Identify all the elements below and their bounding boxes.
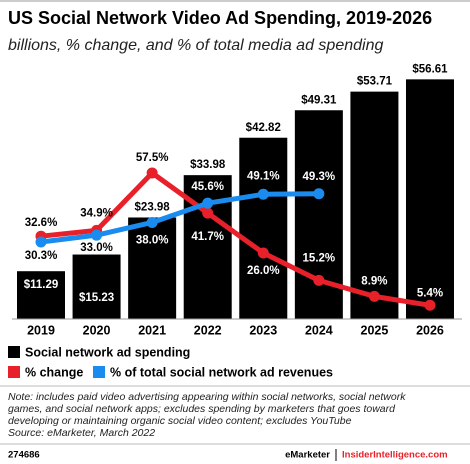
bar-value-label: $11.29 (24, 279, 59, 291)
line-value-label: 32.6% (25, 217, 58, 229)
bar-value-label: $49.31 (301, 94, 337, 106)
line-value-label: 5.4% (417, 287, 443, 299)
line-point (257, 188, 269, 200)
bar (239, 137, 288, 319)
note-line: developing or maintaining organic social… (8, 415, 352, 427)
line-point (313, 188, 325, 200)
x-tick-label: 2021 (138, 323, 166, 337)
bar-value-label: $53.71 (357, 76, 393, 88)
line-point (313, 274, 325, 286)
line-value-label: 49.3% (303, 171, 336, 183)
x-tick-label: 2024 (305, 323, 333, 337)
footer-site: InsiderIntelligence.com (342, 450, 448, 461)
legend-label: Social network ad spending (25, 345, 190, 359)
bar-value-label: $33.98 (190, 159, 226, 171)
line-value-label: 33.0% (80, 242, 113, 254)
x-tick-label: 2019 (27, 323, 55, 337)
legend-swatch (8, 366, 20, 378)
bar (17, 271, 65, 319)
chart-subtitle: billions, % change, and % of total media… (8, 37, 383, 54)
legend-label: % change (25, 365, 83, 379)
line (40, 191, 319, 245)
line-point (257, 247, 269, 259)
line-value-label: 34.9% (80, 207, 113, 219)
legend-label: % of total social network ad revenues (110, 365, 333, 379)
line-value-label: 15.2% (303, 252, 336, 264)
note-line: Note: includes paid video advertising ap… (8, 391, 406, 403)
bar (72, 254, 121, 319)
x-tick-label: 2026 (416, 323, 444, 337)
footer-brand: eMarketer (285, 450, 330, 461)
chart-title: US Social Network Video Ad Spending, 201… (8, 8, 432, 28)
line-value-label: 30.3% (25, 250, 58, 262)
legend-swatch (93, 366, 105, 378)
x-tick-label: 2025 (361, 323, 389, 337)
line-value-label: 41.7% (191, 231, 224, 243)
line (40, 170, 431, 308)
line-point (202, 207, 214, 219)
note-line: games, and social network apps; excludes… (8, 403, 396, 415)
line-value-label: 38.0% (136, 235, 169, 247)
source: Source: eMarketer, March 2022 (8, 427, 155, 439)
bar-value-label: $23.98 (135, 202, 171, 214)
x-tick-label: 2020 (83, 323, 111, 337)
bar (183, 175, 232, 319)
bar (350, 91, 399, 319)
x-tick-label: 2023 (249, 323, 277, 337)
line-value-label: 8.9% (361, 275, 387, 287)
footer-id: 274686 (8, 450, 40, 461)
line-point (91, 229, 103, 241)
line-point (146, 216, 158, 228)
line-point (368, 290, 380, 302)
bar-value-label: $42.82 (246, 122, 281, 134)
bar (405, 79, 454, 319)
line-value-label: 26.0% (247, 265, 280, 277)
line-point (202, 197, 214, 209)
x-tick-label: 2022 (194, 323, 222, 337)
bar (128, 217, 177, 319)
line-value-label: 57.5% (136, 152, 169, 164)
bar-value-label: $15.23 (79, 292, 114, 304)
line-value-label: 49.1% (247, 170, 280, 182)
line-point (424, 299, 436, 311)
line-point (146, 167, 158, 179)
bar-value-label: $56.61 (412, 63, 448, 75)
line-value-label: 45.6% (191, 181, 224, 193)
line-point (35, 236, 47, 248)
legend-swatch (8, 346, 20, 358)
